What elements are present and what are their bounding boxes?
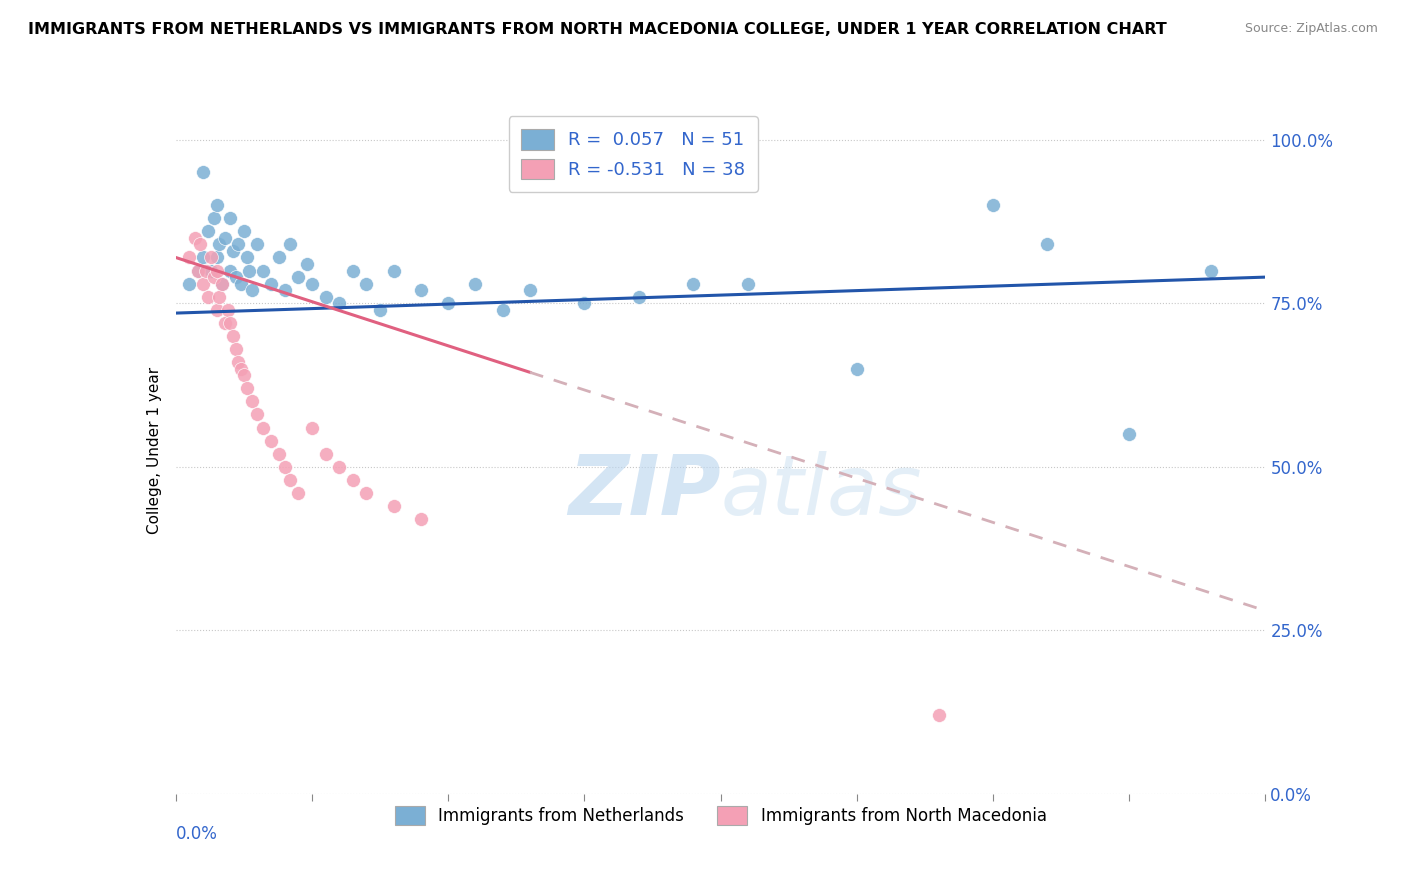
- Point: [205, 251, 228, 265]
- Point: [492, 302, 515, 317]
- Point: [235, 381, 257, 395]
- Point: [1118, 427, 1140, 442]
- Text: ZIP: ZIP: [568, 451, 721, 533]
- Point: [845, 361, 868, 376]
- Point: [214, 316, 236, 330]
- Point: [217, 302, 239, 317]
- Point: [287, 486, 309, 500]
- Point: [328, 296, 350, 310]
- Point: [240, 283, 263, 297]
- Point: [191, 251, 214, 265]
- Point: [211, 277, 233, 291]
- Point: [437, 296, 460, 310]
- Point: [214, 231, 236, 245]
- Point: [225, 342, 247, 356]
- Point: [301, 277, 323, 291]
- Point: [269, 447, 291, 461]
- Point: [252, 263, 274, 277]
- Point: [222, 244, 245, 258]
- Point: [231, 361, 253, 376]
- Point: [231, 277, 253, 291]
- Point: [200, 263, 222, 277]
- Point: [409, 512, 432, 526]
- Point: [278, 473, 301, 487]
- Point: [278, 237, 301, 252]
- Point: [184, 231, 207, 245]
- Point: [186, 263, 209, 277]
- Point: [194, 263, 217, 277]
- Point: [238, 263, 260, 277]
- Point: [981, 198, 1004, 212]
- Point: [202, 211, 225, 226]
- Point: [191, 277, 214, 291]
- Point: [382, 263, 405, 277]
- Point: [328, 459, 350, 474]
- Point: [356, 277, 378, 291]
- Point: [301, 420, 323, 434]
- Point: [228, 355, 250, 369]
- Point: [627, 290, 650, 304]
- Point: [205, 198, 228, 212]
- Point: [409, 283, 432, 297]
- Point: [240, 394, 263, 409]
- Point: [222, 329, 245, 343]
- Point: [519, 283, 541, 297]
- Text: IMMIGRANTS FROM NETHERLANDS VS IMMIGRANTS FROM NORTH MACEDONIA COLLEGE, UNDER 1 : IMMIGRANTS FROM NETHERLANDS VS IMMIGRANT…: [28, 22, 1167, 37]
- Point: [228, 237, 250, 252]
- Point: [205, 302, 228, 317]
- Point: [928, 708, 950, 723]
- Point: [235, 251, 257, 265]
- Point: [574, 296, 596, 310]
- Point: [200, 251, 222, 265]
- Point: [464, 277, 486, 291]
- Point: [737, 277, 759, 291]
- Point: [205, 263, 228, 277]
- Point: [246, 237, 269, 252]
- Point: [197, 290, 219, 304]
- Point: [188, 237, 211, 252]
- Y-axis label: College, Under 1 year: College, Under 1 year: [146, 367, 162, 534]
- Point: [252, 420, 274, 434]
- Point: [342, 473, 364, 487]
- Point: [197, 224, 219, 238]
- Point: [295, 257, 318, 271]
- Point: [219, 211, 242, 226]
- Point: [186, 263, 209, 277]
- Point: [202, 270, 225, 285]
- Point: [219, 263, 242, 277]
- Point: [191, 165, 214, 179]
- Point: [315, 447, 337, 461]
- Text: 0.0%: 0.0%: [176, 825, 218, 843]
- Point: [208, 237, 231, 252]
- Point: [356, 486, 378, 500]
- Text: Source: ZipAtlas.com: Source: ZipAtlas.com: [1244, 22, 1378, 36]
- Text: atlas: atlas: [721, 451, 922, 533]
- Point: [232, 224, 254, 238]
- Point: [269, 251, 291, 265]
- Point: [246, 408, 269, 422]
- Point: [232, 368, 254, 383]
- Legend: Immigrants from Netherlands, Immigrants from North Macedonia: Immigrants from Netherlands, Immigrants …: [387, 797, 1054, 834]
- Point: [179, 277, 201, 291]
- Point: [315, 290, 337, 304]
- Point: [179, 251, 201, 265]
- Point: [1199, 263, 1222, 277]
- Point: [211, 277, 233, 291]
- Point: [342, 263, 364, 277]
- Point: [274, 459, 297, 474]
- Point: [1036, 237, 1059, 252]
- Point: [274, 283, 297, 297]
- Point: [208, 290, 231, 304]
- Point: [287, 270, 309, 285]
- Point: [382, 499, 405, 513]
- Point: [219, 316, 242, 330]
- Point: [682, 277, 704, 291]
- Point: [260, 434, 283, 448]
- Point: [368, 302, 391, 317]
- Point: [225, 270, 247, 285]
- Point: [260, 277, 283, 291]
